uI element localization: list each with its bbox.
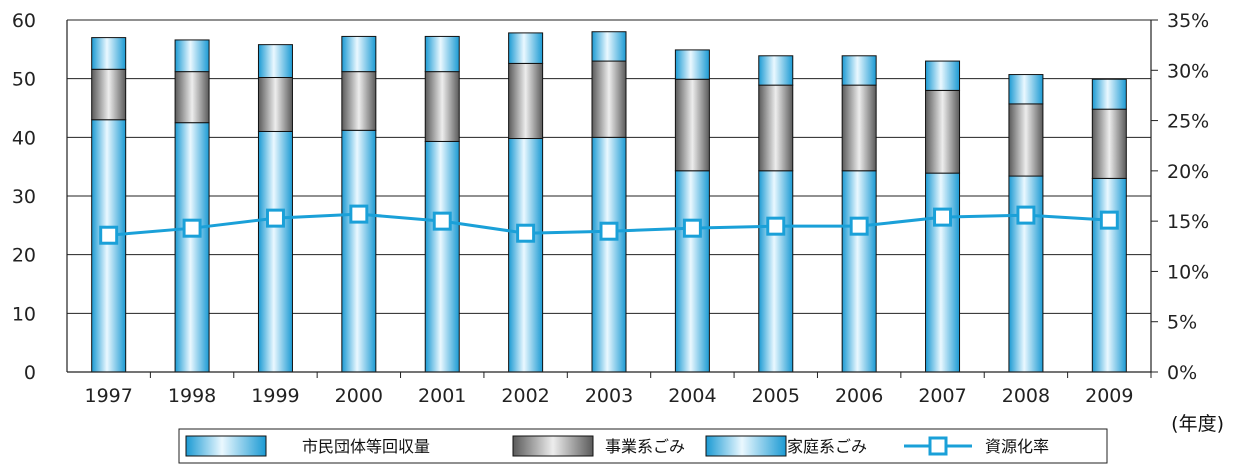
bar-household: [424, 140, 460, 373]
bar-business: [341, 71, 377, 131]
bar-household: [591, 136, 627, 373]
bar-civic: [758, 55, 794, 86]
y-tick-label: 0: [24, 362, 36, 384]
legend-business-label: 事業系ごみ: [605, 437, 685, 456]
bar-household: [758, 170, 794, 373]
y2-tick-label: 10%: [1167, 261, 1209, 283]
bar-household: [91, 119, 127, 373]
rate-point: [265, 208, 285, 228]
bar-business: [257, 76, 293, 132]
x-tick-label: 2001: [418, 385, 466, 407]
x-tick-label: 1998: [168, 385, 216, 407]
y2-tick-label: 0%: [1167, 362, 1197, 384]
legend-civic-label: 市民団体等回収量: [302, 437, 430, 456]
y2-tick-label: 35%: [1167, 10, 1209, 32]
bar-civic: [1008, 74, 1044, 105]
rate-point: [849, 216, 869, 236]
x-tick-label: 2005: [752, 385, 800, 407]
y-tick-label: 40: [12, 127, 36, 149]
y2-tick-label: 15%: [1167, 211, 1209, 233]
x-tick-label: 2008: [1002, 385, 1050, 407]
bar-household: [508, 138, 544, 373]
bar-household: [1091, 177, 1127, 373]
rate-point: [182, 218, 202, 238]
bar-civic: [1091, 78, 1127, 110]
axis-layer: [66, 19, 1158, 378]
rate-point: [432, 211, 452, 231]
bar-household: [925, 172, 961, 373]
y-tick-label: 30: [12, 186, 36, 208]
x-tick-label: 2003: [585, 385, 633, 407]
bar-civic: [257, 44, 293, 78]
x-tick-label: 2002: [501, 385, 549, 407]
bar-household: [841, 170, 877, 373]
legend-business-swatch: [512, 435, 594, 457]
bar-civic: [424, 35, 460, 73]
y2-tick-label: 30%: [1167, 60, 1209, 82]
legend-civic-swatch: [185, 435, 267, 457]
bar-civic: [591, 31, 627, 62]
bar-household: [674, 170, 710, 373]
bar-layer: [91, 31, 1127, 373]
x-tick-label: 2000: [335, 385, 383, 407]
x-unit-label: (年度): [1171, 413, 1224, 435]
y2-tick-label: 20%: [1167, 161, 1209, 183]
bar-business: [1008, 103, 1044, 177]
y-tick-label: 20: [12, 245, 36, 267]
rate-point: [599, 221, 619, 241]
rate-point: [682, 218, 702, 238]
rate-point: [516, 223, 536, 243]
y-tick-label: 10: [12, 303, 36, 325]
bar-business: [674, 78, 710, 172]
bar-civic: [674, 49, 710, 80]
bar-business: [91, 68, 127, 121]
bar-household: [341, 129, 377, 373]
x-tick-label: 2004: [668, 385, 716, 407]
x-tick-label: 2006: [835, 385, 883, 407]
rate-line-layer: [99, 204, 1119, 245]
bar-business: [841, 84, 877, 172]
bar-civic: [841, 55, 877, 86]
bar-civic: [91, 37, 127, 70]
bar-business: [424, 71, 460, 142]
x-tick-label: 2009: [1085, 385, 1133, 407]
bar-household: [257, 130, 293, 373]
legend: 市民団体等回収量 事業系ごみ 家庭系ごみ 資源化率: [178, 428, 1108, 464]
legend-rate-marker: [928, 436, 948, 456]
bar-household: [174, 122, 210, 373]
legend-household-swatch: [705, 435, 787, 457]
y2-tick-label: 25%: [1167, 111, 1209, 133]
legend-rate-label: 資源化率: [985, 437, 1049, 456]
tick-label-layer: 0 10 20 30 40 50 60 0% 5% 10% 15% 20% 25% 30% 35% 1997 1…: [12, 10, 1209, 407]
bar-business: [174, 71, 210, 124]
y-tick-label: 60: [12, 10, 36, 32]
bar-business: [508, 62, 544, 140]
rate-point: [766, 216, 786, 236]
bar-business: [758, 84, 794, 172]
bar-business: [925, 89, 961, 174]
bar-business: [1091, 108, 1127, 179]
rate-point: [1099, 210, 1119, 230]
y-tick-label: 50: [12, 69, 36, 91]
rate-point: [1016, 205, 1036, 225]
y2-tick-label: 5%: [1167, 312, 1197, 334]
bar-civic: [508, 32, 544, 64]
bar-household: [1008, 175, 1044, 373]
x-tick-label: 2007: [918, 385, 966, 407]
bar-business: [591, 60, 627, 138]
bar-civic: [174, 39, 210, 73]
rate-point: [349, 204, 369, 224]
bar-civic: [925, 60, 961, 91]
x-tick-label: 1997: [85, 385, 133, 407]
rate-point: [933, 207, 953, 227]
rate-point: [99, 225, 119, 245]
legend-household-label: 家庭系ごみ: [787, 437, 867, 456]
bar-civic: [341, 35, 377, 73]
x-tick-label: 1999: [251, 385, 299, 407]
